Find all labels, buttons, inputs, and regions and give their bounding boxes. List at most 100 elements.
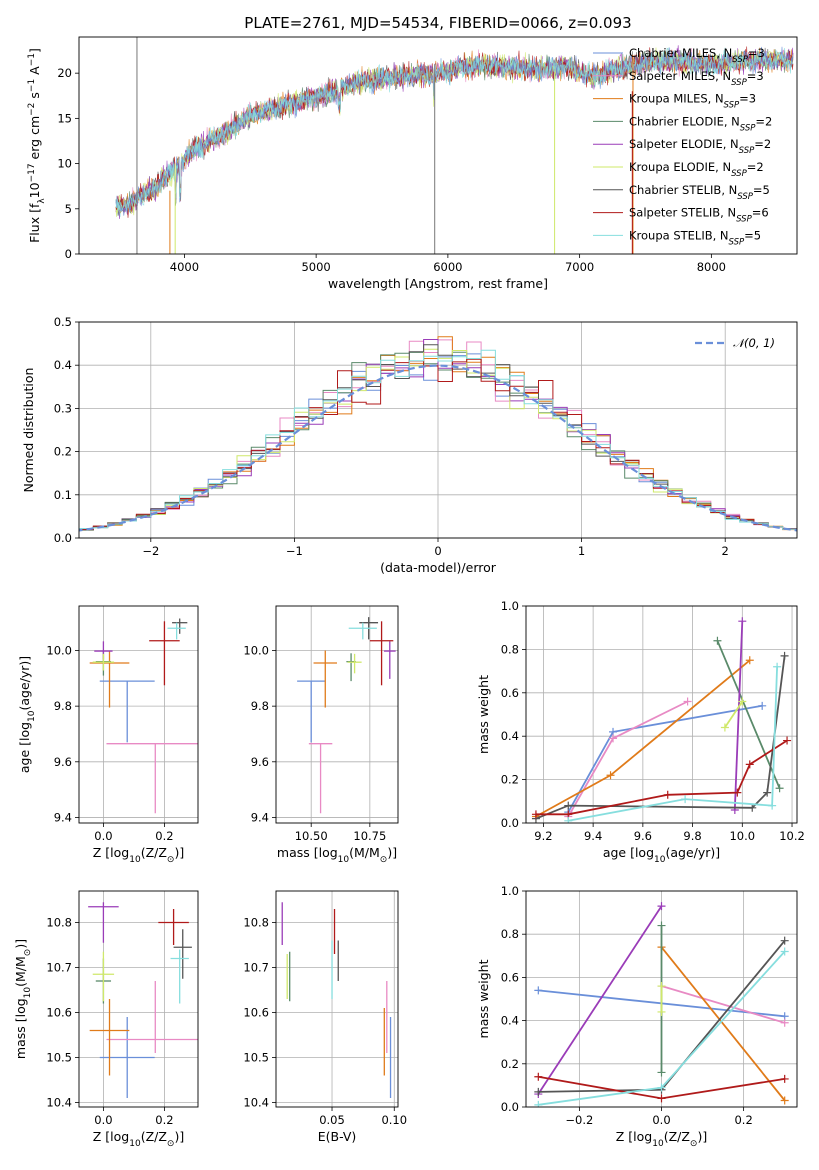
y-tick-label: 9.4	[251, 810, 269, 824]
weight-point-marker	[534, 986, 543, 995]
legend-label: Kroupa ELODIE, NSSP=2	[629, 160, 764, 179]
y-tick-label: 9.8	[54, 699, 72, 713]
legend-label: Salpeter STELIB, NSSP=6	[629, 206, 769, 225]
weight-point-marker	[657, 1083, 666, 1092]
y-tick-label: 10.4	[46, 1096, 72, 1110]
y-axis-label: Normed distribution	[21, 368, 36, 493]
weight-point-marker	[531, 810, 540, 819]
x-tick-label: 10.75	[353, 829, 386, 843]
x-axis-label: mass [log10(M/M⊙)]	[277, 845, 397, 865]
x-tick-label: 10.2	[779, 829, 805, 843]
weight_vs_Z-series	[534, 902, 789, 1107]
x-tick-label: 0.05	[319, 1113, 345, 1127]
y-tick-label: 0.5	[54, 315, 72, 329]
weight-point-marker	[780, 947, 789, 956]
x-tick-label: −0.2	[565, 1113, 593, 1127]
weight-point-marker	[534, 1087, 543, 1096]
y-tick-label: 10.0	[46, 644, 72, 658]
weight-point-marker	[768, 801, 777, 810]
mass_vs_Z-axes: 0.0 0.2 10.4 10.5 10.6 10.7 10.8 Z [log10(Z/Z⊙)…	[13, 891, 198, 1149]
y-axis-label: Flux [fλ10−17 erg cm−2 s−1 A−1]	[27, 48, 47, 243]
weight-series-line	[568, 666, 778, 822]
x-tick-label: 2	[722, 544, 729, 558]
age_vs_Z-frame	[78, 605, 199, 824]
x-tick-label: 0.2	[734, 1113, 752, 1127]
spectrum-series-line	[115, 46, 794, 216]
weight-point-marker	[657, 1068, 666, 1077]
weight_vs_age-frame	[525, 605, 798, 824]
x-tick-label: 0.0	[94, 1113, 112, 1127]
legend-label: Salpeter ELODIE, NSSP=2	[629, 137, 771, 156]
weight-point-marker	[606, 771, 615, 780]
x-tick-label: 4000	[170, 260, 199, 274]
y-tick-label: 10.8	[243, 916, 269, 930]
y-tick-label: 15	[57, 111, 72, 125]
y-axis-label: mass [log10(M/M⊙)]	[13, 939, 33, 1059]
weight-point-marker	[780, 1018, 789, 1027]
x-axis-label: wavelength [Angstrom, rest frame]	[328, 276, 548, 291]
y-tick-label: 0.0	[501, 1100, 519, 1114]
weight-point-marker	[713, 636, 722, 645]
weight-point-marker	[745, 656, 754, 665]
y-tick-label: 0.4	[501, 729, 519, 743]
y-tick-label: 9.6	[251, 755, 269, 769]
mass_vs_ebv-frame	[275, 890, 399, 1108]
y-tick-label: 10.7	[46, 961, 72, 975]
weight-point-marker	[733, 788, 742, 797]
mass_vs_Z-points	[88, 902, 198, 1098]
weight-point-marker	[773, 662, 782, 671]
weight-point-marker	[738, 697, 747, 706]
spectrum-series-line	[115, 47, 794, 217]
x-tick-label: 0.0	[652, 1113, 670, 1127]
x-tick-label: 5000	[301, 260, 330, 274]
weight-series-line	[724, 700, 744, 729]
x-tick-label: 7000	[565, 260, 594, 274]
weight-point-marker	[775, 784, 784, 793]
residuals-frame	[78, 321, 798, 539]
y-tick-label: 9.8	[251, 699, 269, 713]
weight-point-marker	[748, 803, 757, 812]
y-tick-label: 0.2	[501, 1057, 519, 1071]
y-tick-label: 10.5	[46, 1051, 72, 1065]
x-tick-label: 8000	[697, 260, 726, 274]
y-tick-label: 9.4	[54, 810, 72, 824]
y-tick-label: 0.4	[54, 358, 72, 372]
weight-point-marker	[720, 723, 729, 732]
x-tick-label: 0.10	[381, 1113, 407, 1127]
x-tick-label: 6000	[433, 260, 462, 274]
weight-point-marker	[745, 760, 754, 769]
x-tick-label: 10.50	[295, 829, 328, 843]
y-tick-label: 10	[57, 157, 72, 171]
x-tick-label: 9.6	[634, 829, 652, 843]
weight-point-marker	[663, 790, 672, 799]
y-axis-label: age [log10(age/yr)]	[17, 656, 37, 773]
y-tick-label: 0.8	[501, 927, 519, 941]
weight-point-marker	[681, 795, 690, 804]
weight-point-marker	[564, 801, 573, 810]
legend-label: 𝒩(0, 1)	[733, 336, 775, 350]
y-tick-label: 0.6	[501, 970, 519, 984]
spectrum-lines	[115, 37, 794, 254]
y-tick-label: 9.6	[54, 755, 72, 769]
y-tick-label: 0.0	[54, 531, 72, 545]
spectrum-axes: 4000 5000 6000 7000 8000 0 5 10 15 20 wavelength […	[27, 48, 726, 291]
x-axis-label: Z [log10(Z/Z⊙)]	[616, 1129, 707, 1149]
weight_vs_Z-axes: −0.2 0.0 0.2 0.0 0.2 0.4 0.6 0.8 1.0 Z [log10(Z/Z…	[476, 884, 797, 1149]
weight-series-line	[733, 621, 744, 811]
x-tick-label: 9.8	[683, 829, 701, 843]
weight-series-line	[537, 905, 663, 1095]
x-tick-label: 9.2	[534, 829, 552, 843]
histogram-legend: 𝒩(0, 1)	[695, 336, 775, 350]
weight-point-marker	[780, 936, 789, 945]
x-tick-label: 1	[578, 544, 585, 558]
age_vs_Z-points	[89, 618, 198, 814]
x-tick-label: −1	[286, 544, 303, 558]
x-axis-label: Z [log10(Z/Z⊙)]	[93, 1129, 184, 1149]
legend-label: Kroupa MILES, NSSP=3	[629, 92, 756, 111]
weight-point-marker	[780, 651, 789, 660]
mass_vs_ebv-axes: 0.05 0.10 10.4 10.5 10.6 10.7 10.8 E(B-V)	[243, 891, 407, 1144]
legend-label: Chabrier STELIB, NSSP=5	[629, 183, 770, 202]
weight-point-marker	[657, 982, 666, 991]
